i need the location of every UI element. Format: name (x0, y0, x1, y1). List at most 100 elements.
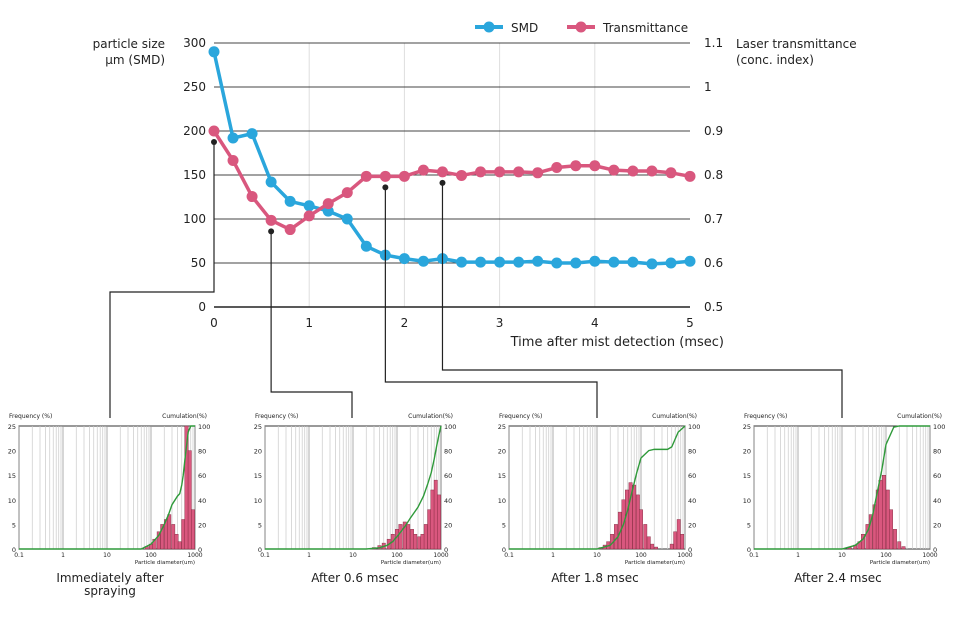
data-point-transmittance (341, 187, 353, 199)
freq-tick-label: 0 (747, 546, 751, 554)
data-point-transmittance (532, 167, 544, 179)
caption-0-6msec: After 0.6 msec (285, 572, 425, 585)
frequency-bar (191, 509, 195, 550)
data-point-smd (627, 256, 639, 268)
cumulation-tick-label: 0 (198, 546, 202, 554)
cumulation-axis-label: Cumulation(%) (408, 413, 453, 420)
main-time-chart: 0 50 100 150 200 250 300 0.5 0.6 0.7 0.8 0.9 1 1.1 0 1 2… (93, 21, 857, 350)
diameter-tick-label: 100 (391, 552, 403, 559)
frequency-bar (174, 534, 179, 550)
frequency-bar (406, 524, 411, 550)
frequency-bar (632, 484, 637, 550)
frequency-bar (897, 541, 902, 550)
connector-line (384, 187, 598, 418)
cumulation-tick-label: 60 (933, 472, 941, 480)
diameter-tick-label: 10 (349, 552, 357, 559)
cumulation-tick-label: 100 (933, 423, 945, 431)
data-point-smd (341, 213, 353, 225)
frequency-bar (427, 509, 432, 550)
data-point-transmittance (608, 164, 620, 176)
frequency-bar (617, 511, 622, 550)
y-left-tick-label: 200 (183, 124, 206, 138)
frequency-bar (417, 536, 422, 550)
frequency-bar (395, 529, 399, 550)
caption-2-4msec: After 2.4 msec (768, 572, 908, 585)
freq-tick-label: 5 (502, 521, 506, 529)
frequency-bar (410, 529, 414, 550)
frequency-bar (878, 479, 883, 550)
diameter-tick-label: 1 (796, 552, 800, 559)
distribution-panel: 0 5 10 15 20 25 0 20 40 60 80 100 0.1 1 10 100 1000 Frequ… (498, 413, 701, 566)
frequency-bar (643, 524, 648, 550)
caption-line1: After 0.6 msec (311, 571, 399, 585)
y-right-tick-label: 1.1 (704, 36, 723, 50)
connector-line (270, 231, 353, 418)
data-point-transmittance (284, 224, 296, 236)
connector-lines (109, 139, 843, 418)
diameter-tick-label: 0.1 (260, 552, 270, 559)
frequency-bar (669, 543, 674, 550)
freq-tick-label: 0 (12, 546, 16, 554)
diameter-tick-label: 1000 (922, 552, 937, 559)
frequency-axis-label: Frequency (%) (9, 413, 52, 420)
data-point-smd (589, 255, 601, 267)
freq-tick-label: 5 (747, 521, 751, 529)
connector-line (109, 142, 215, 418)
cumulative-curve (509, 425, 686, 550)
cumulation-tick-label: 80 (933, 448, 941, 456)
data-point-transmittance (417, 164, 429, 176)
diameter-tick-label: 0.1 (14, 552, 24, 559)
frequency-bar (868, 514, 873, 550)
frequency-bar (639, 509, 643, 550)
diameter-tick-label: 10 (838, 552, 846, 559)
cumulation-tick-label: 100 (198, 423, 210, 431)
freq-tick-label: 25 (498, 423, 506, 431)
caption-line2: spraying (84, 584, 136, 598)
freq-tick-label: 0 (502, 546, 506, 554)
series-line-transmittance (212, 130, 691, 232)
frequency-bar (430, 489, 435, 550)
frequency-bar (152, 538, 157, 550)
y-right-tick-label: 0.8 (704, 168, 723, 182)
cumulation-tick-label: 0 (933, 546, 937, 554)
frequency-bar (625, 489, 629, 550)
frequency-axis-label: Frequency (%) (744, 413, 787, 420)
data-point-transmittance (227, 154, 239, 166)
cumulation-tick-label: 60 (198, 472, 206, 480)
distribution-panel: 0 5 10 15 20 25 0 20 40 60 80 100 0.1 1 10 100 1000 Frequ… (743, 413, 946, 566)
frequency-bar (433, 479, 438, 550)
frequency-axis-label: Frequency (%) (499, 413, 542, 420)
frequency-bar (160, 524, 165, 550)
cumulation-tick-label: 20 (688, 521, 696, 529)
frequency-bar (882, 475, 886, 550)
cumulation-tick-label: 40 (444, 497, 452, 505)
diameter-tick-label: 0.1 (749, 552, 759, 559)
data-point-transmittance (322, 198, 334, 210)
diameter-tick-label: 1 (61, 552, 65, 559)
cumulative-curve (265, 425, 442, 550)
data-point-smd (532, 255, 544, 267)
y-right-tick-label: 0.9 (704, 124, 723, 138)
cumulation-axis-label: Cumulation(%) (897, 413, 942, 420)
x-tick-label: 1 (305, 316, 313, 330)
y-left-axis-label: particle size (93, 37, 165, 51)
legend-label: Transmittance (602, 21, 688, 35)
caption-line1: After 2.4 msec (794, 571, 882, 585)
frequency-bar (885, 489, 890, 550)
connector-line (441, 182, 843, 418)
y-left-tick-label: 100 (183, 212, 206, 226)
frequency-axis-label: Frequency (%) (255, 413, 298, 420)
freq-tick-label: 20 (8, 448, 16, 456)
data-point-transmittance (646, 165, 658, 177)
data-point-transmittance (494, 166, 506, 178)
cumulation-axis-label: Cumulation(%) (162, 413, 207, 420)
cumulation-tick-label: 20 (198, 521, 206, 529)
diameter-axis-label: Particle diameter(um) (870, 560, 930, 566)
data-point-transmittance (398, 170, 410, 182)
cumulation-tick-label: 100 (444, 423, 456, 431)
data-point-transmittance (513, 166, 525, 178)
frequency-bar (420, 534, 425, 550)
data-point-transmittance (589, 160, 601, 172)
x-tick-label: 3 (496, 316, 504, 330)
